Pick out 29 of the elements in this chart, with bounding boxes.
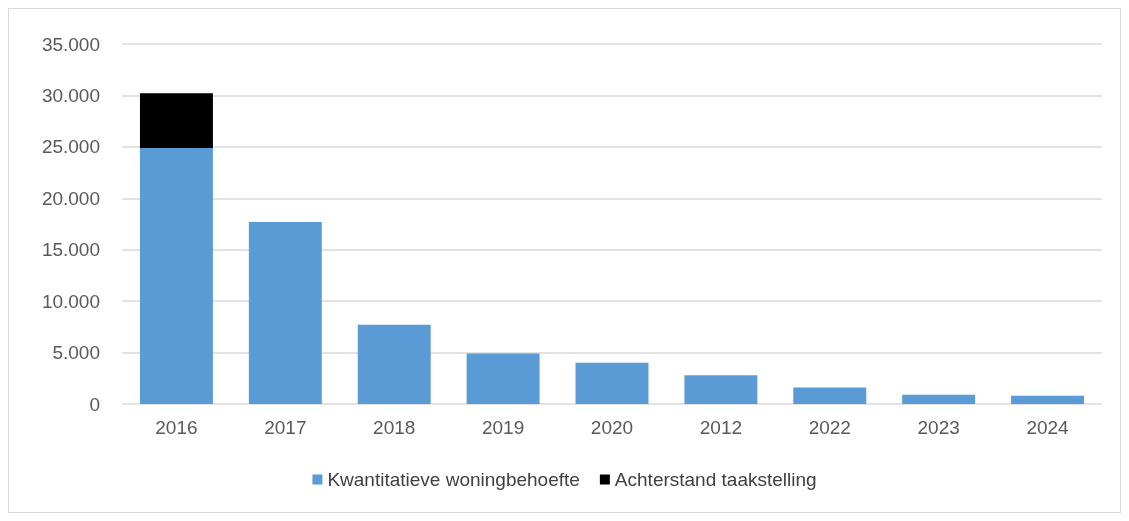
x-tick-label: 2019 [481, 417, 525, 438]
bar [575, 362, 649, 404]
y-tick-label: 15.000 [41, 239, 100, 261]
bar [139, 93, 213, 148]
bar [139, 147, 213, 404]
y-tick-label: 30.000 [41, 84, 100, 106]
x-tick-label: 2018 [373, 417, 416, 438]
x-tick-label: 2020 [590, 417, 634, 438]
x-tick-label: 2012 [699, 417, 743, 438]
y-tick-label: 20.000 [41, 187, 100, 209]
x-tick-label: 2023 [917, 417, 960, 438]
bar [1011, 395, 1085, 404]
y-tick-label: 5.000 [52, 342, 100, 364]
bar [902, 394, 976, 404]
bar [684, 375, 758, 404]
x-tick-label: 2024 [1026, 417, 1070, 438]
bar [248, 221, 322, 404]
bar [357, 324, 431, 404]
bar [466, 353, 540, 404]
x-tick-label: 2017 [264, 417, 307, 438]
x-tick-label: 2016 [155, 417, 198, 438]
legend-label: Achterstand taakstelling [614, 469, 817, 490]
y-tick-label: 25.000 [41, 136, 100, 158]
y-tick-label: 0 [89, 393, 100, 415]
y-tick-label: 35.000 [41, 33, 100, 55]
legend-label: Kwantitatieve woningbehoefte [327, 469, 580, 490]
bar [793, 387, 867, 404]
x-tick-label: 2022 [808, 417, 851, 438]
y-tick-label: 10.000 [41, 290, 100, 312]
